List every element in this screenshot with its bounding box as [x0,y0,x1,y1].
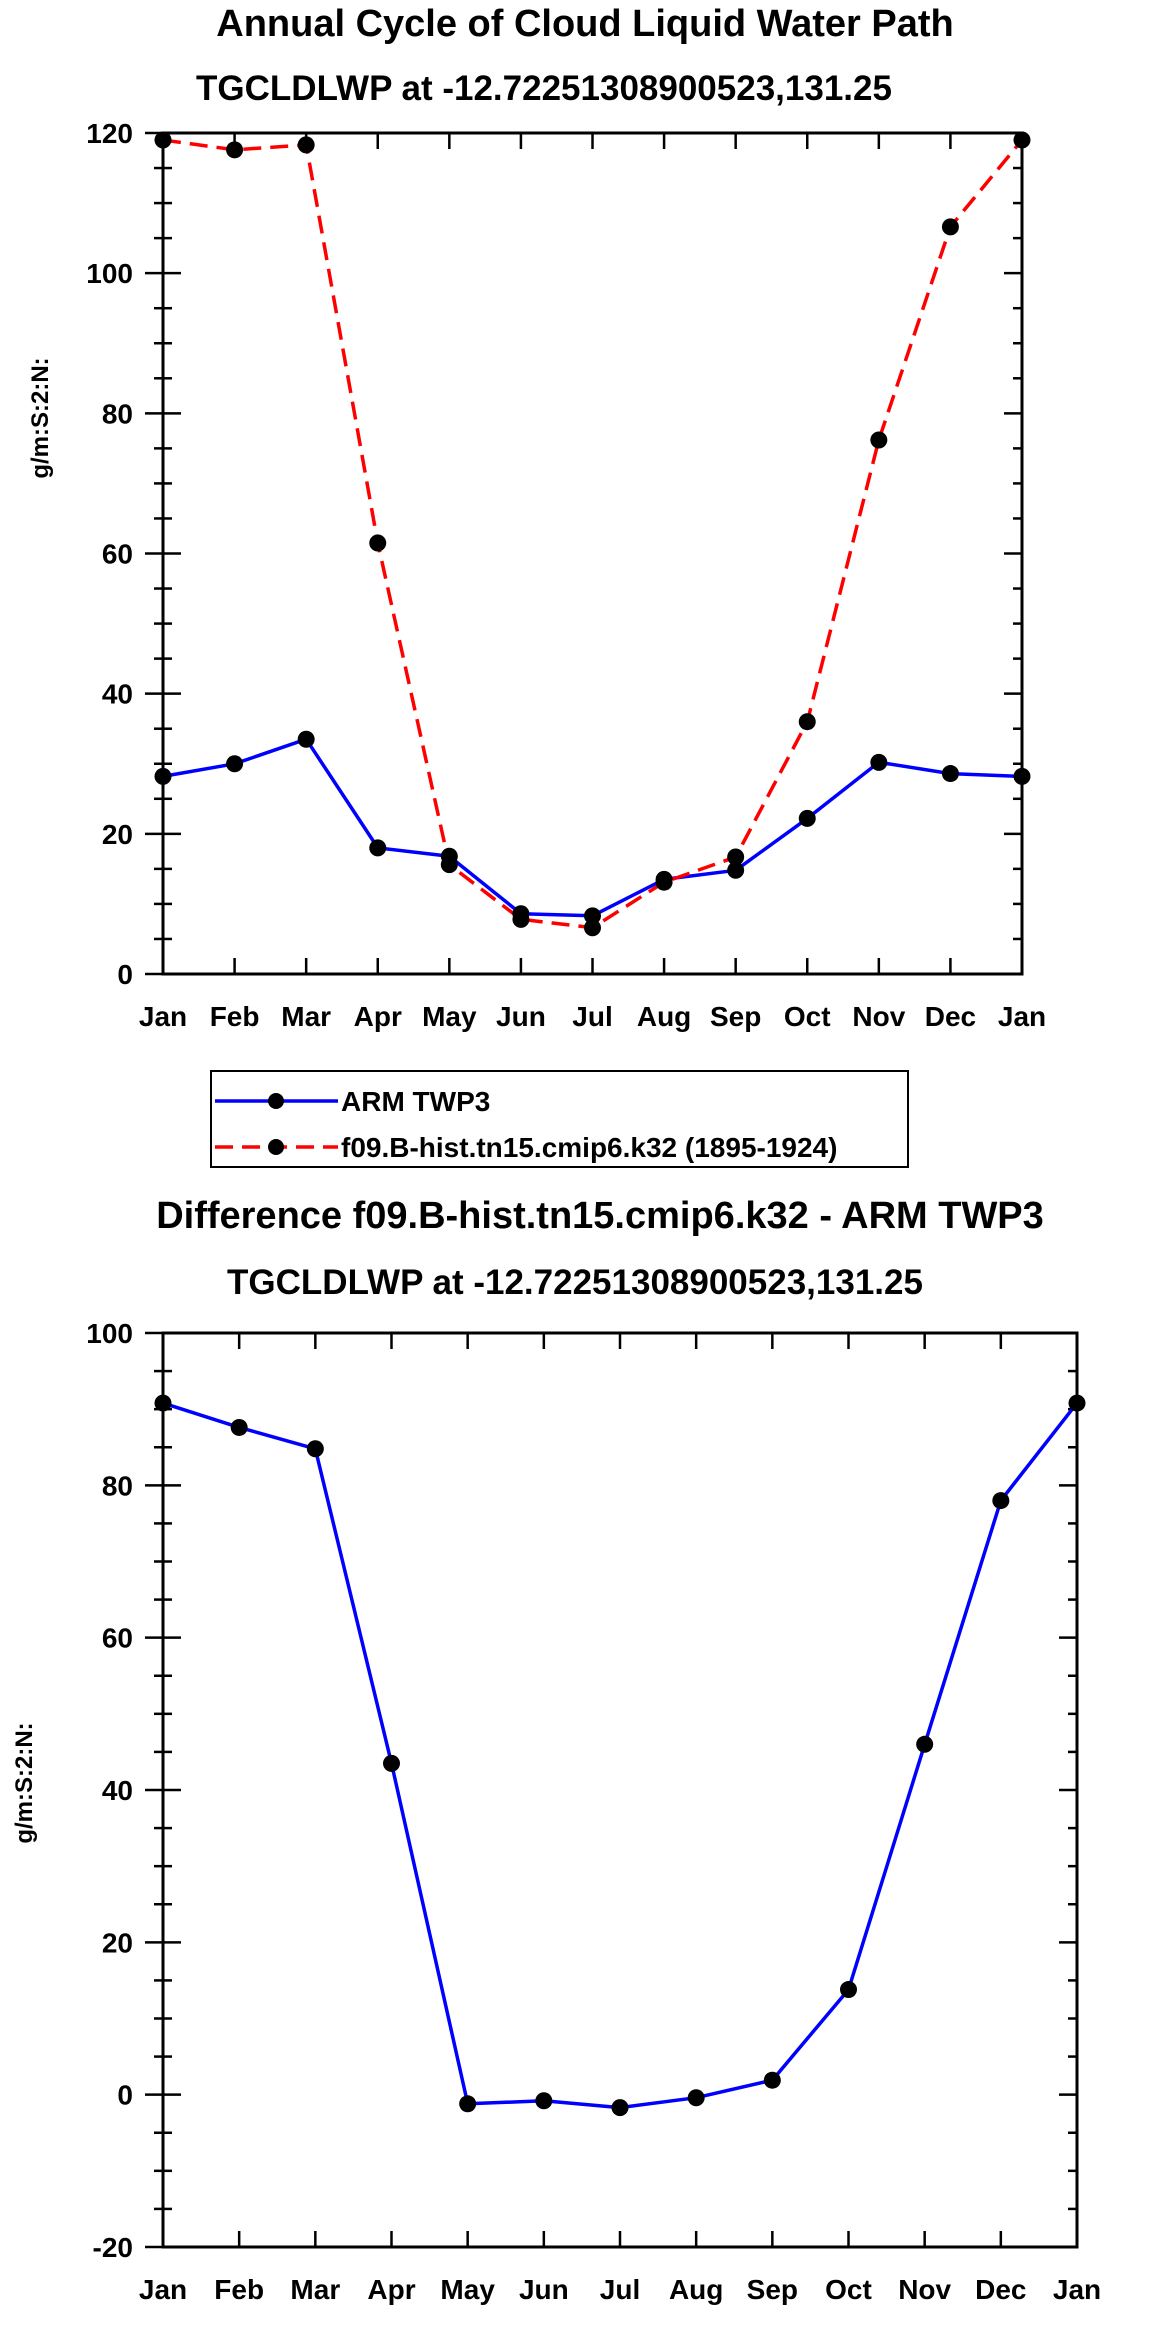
chart1-x-tick-label: Nov [852,1001,905,1032]
chart2-series-1-point [459,2095,477,2113]
chart1-x-tick-label: Aug [637,1001,691,1032]
chart2-title: Difference f09.B-hist.tn15.cmip6.k32 - A… [156,1195,1044,1237]
chart1-legend: ARM TWP3 f09.B-hist.tn15.cmip6.k32 (1895… [210,1070,909,1168]
chart1-series-2-point [584,919,601,937]
chart1-y-tick-label: 40 [102,679,133,710]
chart2-series-1-point [383,1754,400,1772]
chart2-series-1-line [162,1401,1079,2110]
legend-entry-arm-twp3: ARM TWP3 [215,1086,490,1117]
chart2-x-tick-label: Jun [519,2274,569,2305]
chart1-series-2-point [512,910,530,928]
chart2-x-tick-label: Jul [600,2274,640,2305]
chart2-y-tick-label: 40 [102,1775,133,1806]
chart2-x-tick-label: Aug [669,2274,723,2305]
chart2-y-tick-label: -20 [93,2232,133,2263]
chart2-series-1-point [535,2092,553,2110]
legend-entry-model: f09.B-hist.tn15.cmip6.k32 (1895-1924) [215,1132,837,1163]
chart1-x-tick-label: Jan [139,1001,187,1032]
legend-label-model: f09.B-hist.tn15.cmip6.k32 (1895-1924) [341,1132,837,1163]
chart2-y-tick-label: 60 [102,1623,133,1654]
chart1-series-2-point [226,141,244,159]
chart1-subtitle: TGCLDLWP at -12.72251308900523,131.25 [196,69,892,108]
chart2-x-tick-label: Feb [214,2274,264,2305]
chart1-series-2-point [369,534,387,552]
chart1-y-tick-label: 0 [117,959,133,990]
chart2-x-tick-label: Dec [975,2274,1026,2305]
chart2-x-tick-label: Apr [367,2274,415,2305]
chart1-series-1-point [584,907,601,925]
legend-marker-model [268,1139,284,1155]
chart2-x-tick-label: Nov [898,2274,951,2305]
chart1-y-tick-label: 120 [86,118,133,149]
chart2-series-1-point [687,2089,705,2107]
chart-difference: Difference f09.B-hist.tn15.cmip6.k32 - A… [11,1195,1101,2305]
chart1-plot-frame [161,131,1024,976]
chart1-series-1-line [162,737,1023,918]
chart1-x-tick-label: Feb [210,1001,260,1032]
chart-annual-cycle: Annual Cycle of Cloud Liquid Water Path … [27,3,1046,1032]
chart2-series-1-point [230,1418,248,1436]
chart2-series-1-point [611,2099,629,2117]
chart2-plot-frame [161,1331,1079,2249]
chart1-series-2-point [440,856,458,874]
chart2-y-axis-label: g/m:S:2:N: [11,1722,38,1843]
chart2-y-tick-label: 100 [86,1318,133,1349]
chart1-x-tick-label: Apr [354,1001,402,1032]
chart1-x-tick-label: Dec [925,1001,976,1032]
chart1-series-1-point [297,730,315,748]
chart2-series-1-point [916,1735,934,1753]
chart1-x-tick-label: May [422,1001,477,1032]
chart2-x-tick-label: Sep [747,2274,798,2305]
chart2-series-1-point [840,1981,857,1999]
chart2-y-tick-label: 0 [117,2080,133,2111]
chart1-x-tick-label: Jun [496,1001,546,1032]
chart2-subtitle: TGCLDLWP at -12.72251308900523,131.25 [227,1263,923,1302]
chart1-series-2-point [870,431,888,449]
legend-marker-arm-twp3 [268,1093,284,1109]
chart1-series-1-point [369,839,387,857]
chart2-series-1-point [992,1492,1010,1510]
chart1-series-1-point [941,765,959,783]
chart1-series-1-point [798,809,816,827]
chart1-y-tick-label: 100 [86,258,133,289]
chart1-series-2-line [162,138,1024,930]
chart2-series-1-point [306,1440,324,1458]
chart1-x-tick-label: Oct [784,1001,831,1032]
chart1-x-tick-label: Jul [572,1001,612,1032]
chart1-y-tick-label: 80 [102,398,133,429]
chart1-x-tick-label: Jan [998,1001,1046,1032]
chart2-x-tick-label: Jan [1053,2274,1101,2305]
chart1-series-2-point [798,713,816,731]
chart2-x-tick-label: Jan [139,2274,187,2305]
chart1-y-tick-label: 60 [102,539,133,570]
chart1-series-2-point [655,873,673,891]
chart2-y-tick-label: 20 [102,1927,133,1958]
chart1-series-2-point [941,218,959,236]
chart2-y-tick-label: 80 [102,1470,133,1501]
chart2-x-tick-label: Oct [825,2274,872,2305]
chart2-x-tick-label: Mar [290,2274,340,2305]
chart1-series-1-point [727,861,745,879]
chart2-series-1-point [763,2071,781,2089]
chart1-x-tick-label: Sep [710,1001,761,1032]
chart1-y-axis-label: g/m:S:2:N: [27,357,54,478]
chart2-x-tick-label: May [440,2274,495,2305]
chart1-title: Annual Cycle of Cloud Liquid Water Path [216,3,954,45]
chart1-y-tick-label: 20 [102,819,133,850]
chart1-series-2-point [727,848,745,866]
chart1-series-1-point [226,755,244,773]
chart1-series-2-point [297,136,315,154]
chart1-series-1-point [870,753,888,771]
chart1-x-tick-label: Mar [281,1001,331,1032]
legend-label-arm-twp3: ARM TWP3 [341,1086,490,1117]
legend-box [210,1070,909,1168]
